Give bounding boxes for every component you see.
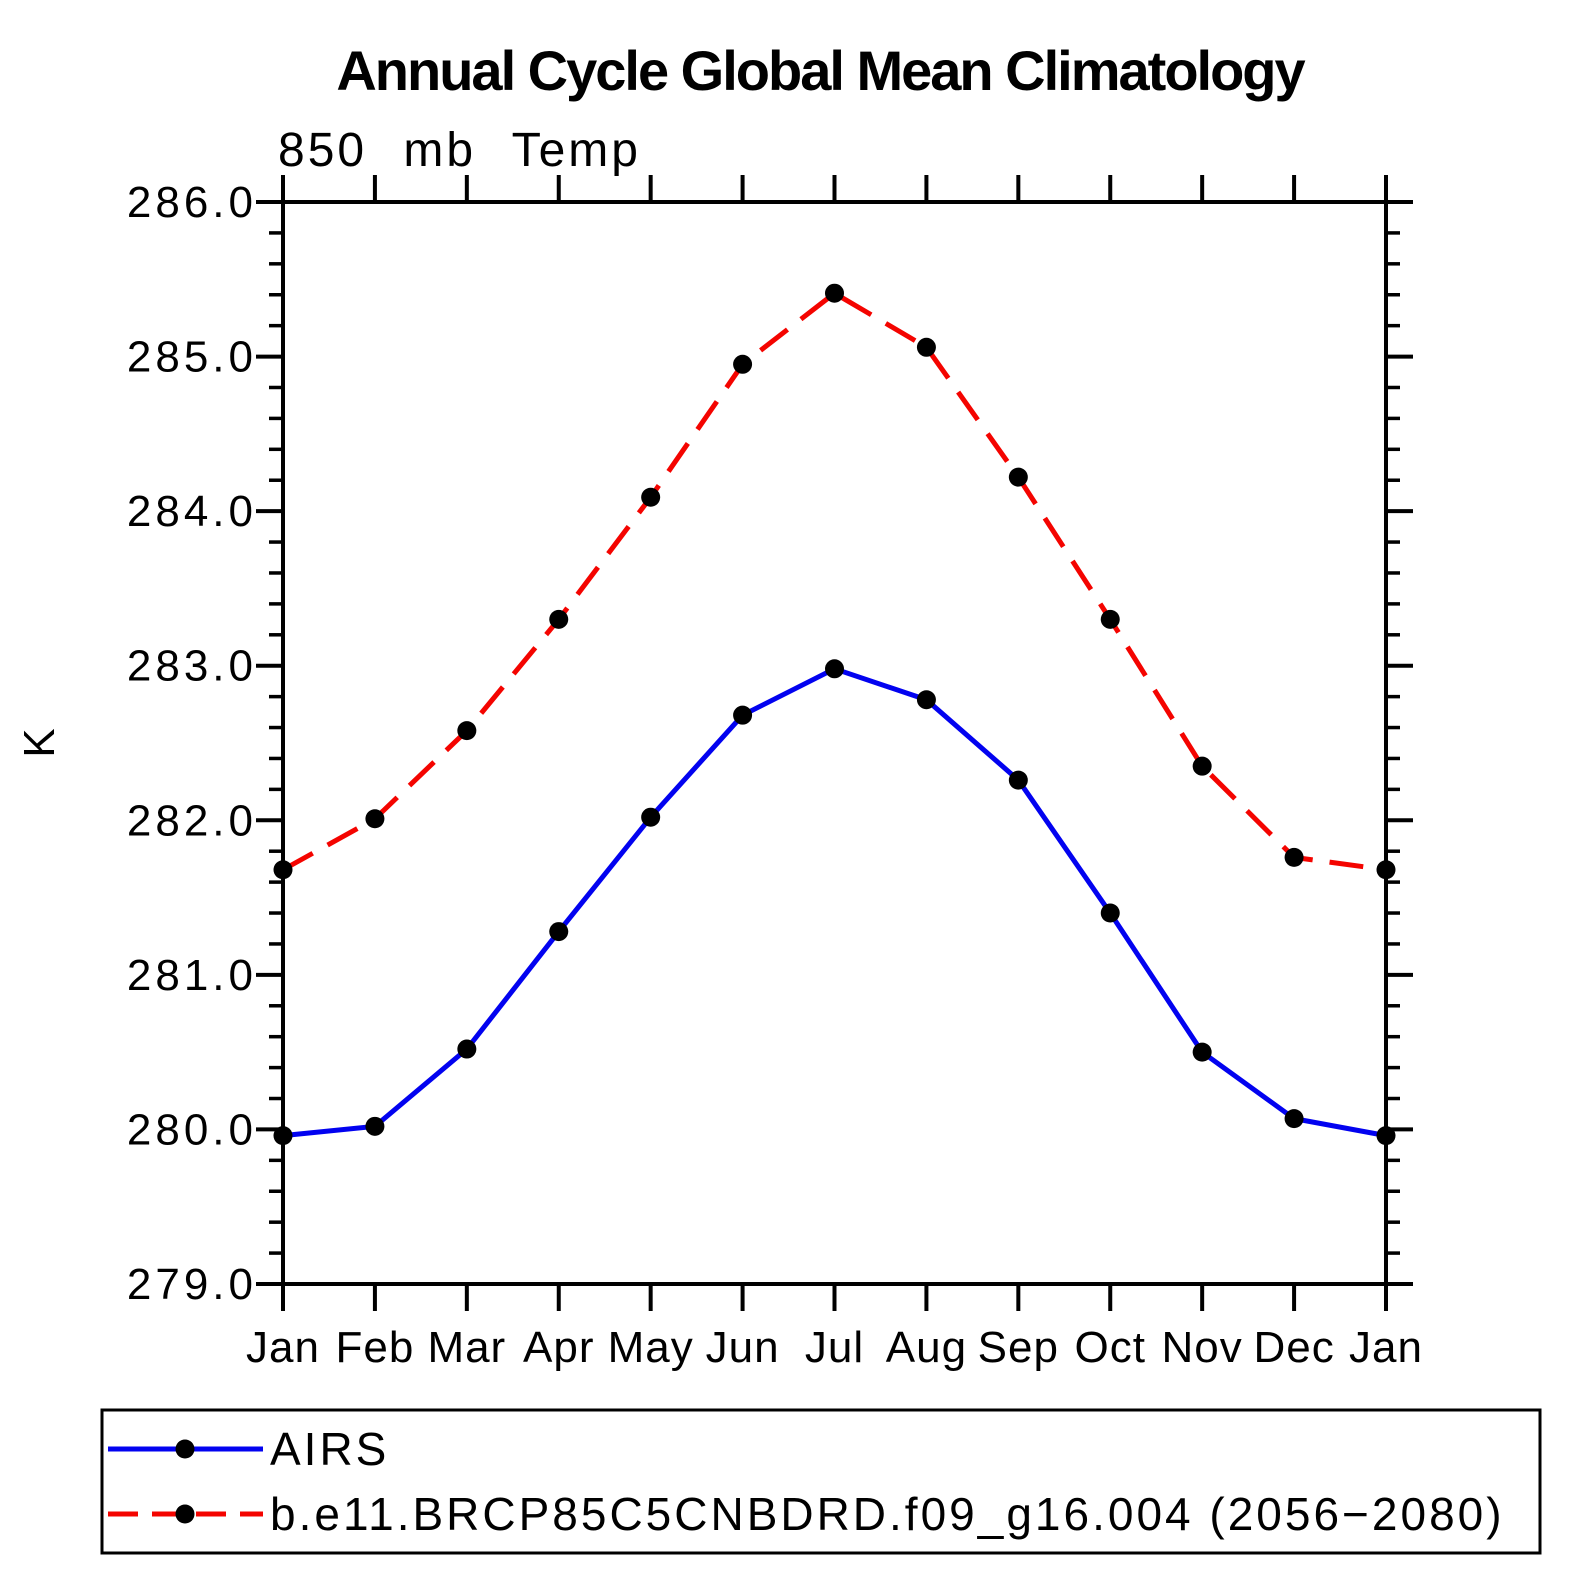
data-point-marker: [1192, 1042, 1212, 1062]
data-point-marker: [365, 809, 385, 829]
x-tick-label: May: [608, 1323, 694, 1372]
x-tick-label: Nov: [1162, 1323, 1243, 1372]
data-point-marker: [641, 487, 661, 507]
data-point-marker: [825, 283, 844, 303]
y-tick-label: 285.0: [127, 333, 257, 382]
legend-marker: [175, 1439, 195, 1459]
model-series-line: [281, 290, 1387, 873]
y-tick-label: 286.0: [127, 178, 257, 227]
x-tick-label: Apr: [523, 1323, 594, 1372]
airs-series-line: [282, 666, 1387, 1139]
x-tick-label: Feb: [336, 1323, 415, 1372]
data-point-marker: [457, 721, 477, 741]
data-point-marker: [733, 705, 753, 725]
x-tick-label: Mar: [427, 1323, 506, 1372]
data-point-marker: [365, 1116, 385, 1136]
x-tick-label: Jan: [246, 1323, 320, 1372]
data-point-marker: [549, 922, 569, 942]
y-axis-title: K: [15, 728, 64, 757]
legend-box: [100, 1408, 1542, 1555]
y-tick-label: 281.0: [127, 951, 257, 1000]
data-point-marker: [641, 807, 661, 827]
data-point-marker: [1284, 1109, 1304, 1129]
x-tick-label: Aug: [886, 1323, 967, 1372]
chart-subtitle: 850 mb Temp: [278, 124, 641, 177]
legend-label: b.e11.BRCP85C5CNBDRD.f09_g16.004 (2056−2…: [270, 1488, 1505, 1540]
plot-box: [281, 200, 1388, 1286]
data-point-marker: [549, 609, 569, 629]
y-tick-label: 279.0: [127, 1260, 257, 1309]
data-point-marker: [916, 690, 936, 710]
data-point-marker: [916, 337, 936, 357]
data-point-marker: [1284, 847, 1304, 867]
y-tick-label: 280.0: [127, 1105, 257, 1154]
x-tick-label: Jan: [1349, 1323, 1423, 1372]
data-point-marker: [1008, 770, 1028, 790]
legend-marker: [175, 1504, 195, 1524]
data-point-marker: [273, 860, 293, 880]
chart-title: Annual Cycle Global Mean Climatology: [336, 39, 1305, 102]
y-tick-label: 283.0: [127, 642, 257, 691]
data-point-marker: [1376, 860, 1396, 880]
x-tick-label: Oct: [1075, 1323, 1146, 1372]
data-point-marker: [1376, 1126, 1396, 1146]
data-point-marker: [825, 659, 844, 679]
x-tick-label: Jul: [805, 1323, 864, 1372]
data-point-marker: [1100, 903, 1120, 923]
x-tick-label: Dec: [1253, 1323, 1334, 1372]
data-point-marker: [1008, 467, 1028, 487]
data-point-marker: [273, 1126, 293, 1146]
data-point-marker: [1100, 609, 1120, 629]
data-point-marker: [1192, 756, 1212, 776]
data-point-marker: [733, 354, 753, 374]
plot-area: 279.0 280.0 281.0 282.0 283.0 284.0 285.0 286.0…: [100, 175, 1542, 1555]
x-tick-label: Sep: [978, 1323, 1059, 1372]
legend-label: AIRS: [270, 1423, 389, 1475]
y-tick-label: 282.0: [127, 796, 257, 845]
data-point-marker: [457, 1039, 477, 1059]
y-tick-label: 284.0: [127, 487, 257, 536]
x-tick-label: Jun: [706, 1323, 780, 1372]
